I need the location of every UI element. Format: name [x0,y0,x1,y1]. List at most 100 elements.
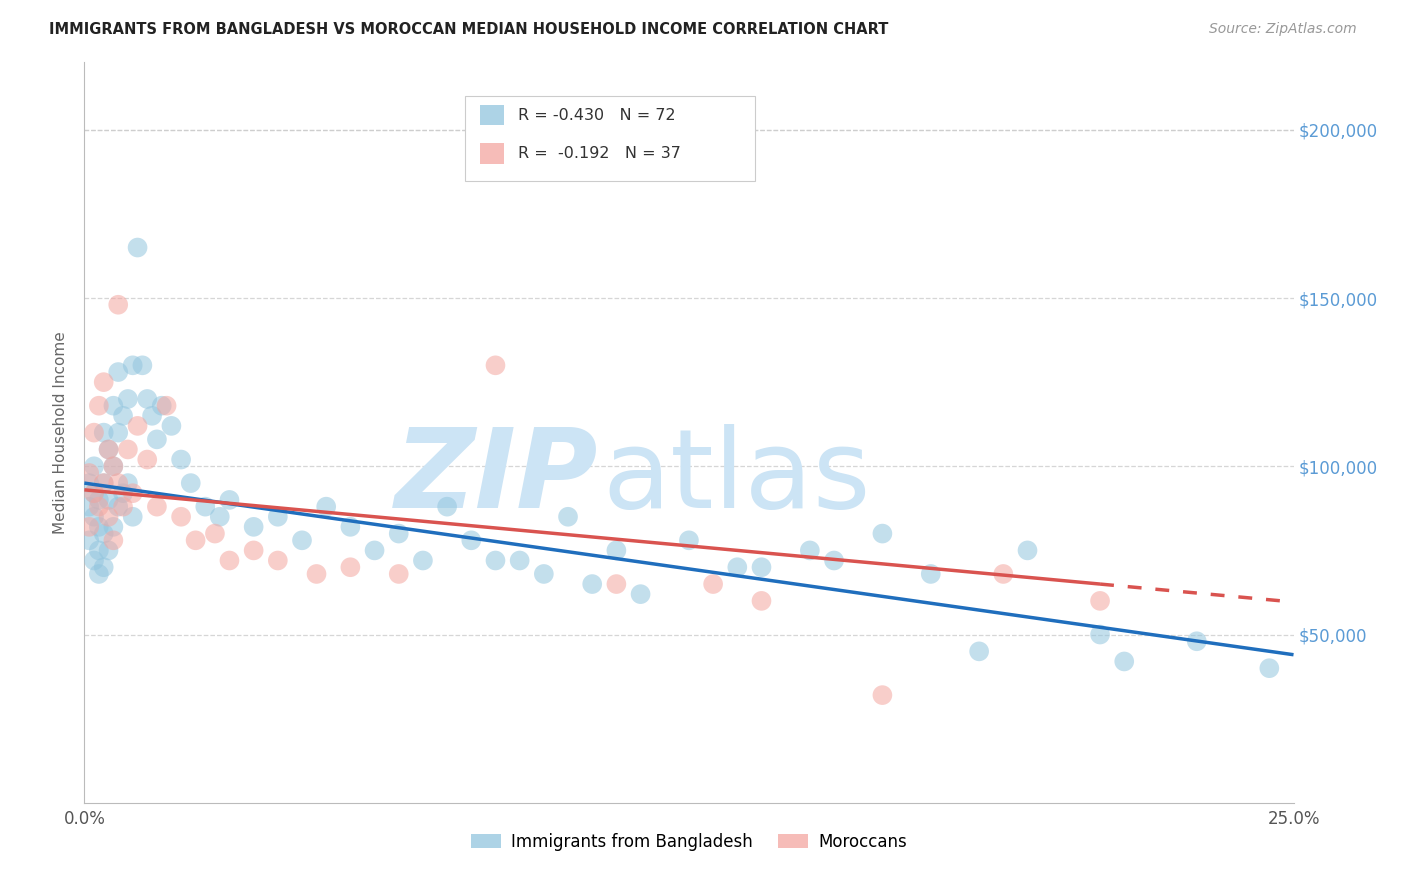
Point [1017,543,1039,558]
Point [83,509,105,524]
Point [1088,594,1111,608]
Point [291,533,314,548]
Point [388,566,411,581]
Point [993,566,1015,581]
FancyBboxPatch shape [479,143,503,164]
Point [412,553,434,567]
Point [103,459,125,474]
Point [87,500,110,514]
Point [339,560,361,574]
Point [872,688,894,702]
Point [484,553,506,567]
Point [127,418,149,433]
Point [920,566,942,581]
Point [204,526,226,541]
Point [127,240,149,255]
Point [117,392,139,406]
Point [112,409,135,423]
Point [83,486,105,500]
Point [460,533,482,548]
Point [136,392,159,406]
Point [170,509,193,524]
Point [267,509,290,524]
Point [103,399,125,413]
Point [117,442,139,457]
Point [150,399,173,413]
Point [1114,655,1136,669]
Point [436,500,458,514]
Point [823,553,845,567]
Point [93,560,115,574]
Point [131,359,153,373]
Point [1258,661,1281,675]
Point [751,594,773,608]
Point [77,466,100,480]
Point [107,298,129,312]
Point [184,533,207,548]
Point [77,520,100,534]
Point [208,509,231,524]
Point [146,433,169,447]
Point [93,375,115,389]
Point [305,566,328,581]
Point [121,486,143,500]
Text: ZIP: ZIP [395,424,599,531]
Point [967,644,990,658]
Point [87,520,110,534]
Point [103,520,125,534]
Point [194,500,217,514]
Point [180,476,202,491]
Point [141,409,163,423]
Point [97,509,120,524]
Point [87,566,110,581]
Point [242,543,264,558]
Point [93,476,115,491]
Point [77,533,100,548]
Point [87,399,110,413]
Point [581,577,603,591]
Point [678,533,700,548]
Point [242,520,264,534]
Point [339,520,361,534]
Text: atlas: atlas [602,424,870,531]
Point [112,486,135,500]
Legend: Immigrants from Bangladesh, Moroccans: Immigrants from Bangladesh, Moroccans [464,826,914,857]
Point [218,553,240,567]
Point [702,577,724,591]
Point [872,526,894,541]
Point [146,500,169,514]
Point [93,476,115,491]
Text: R =  -0.192   N = 37: R = -0.192 N = 37 [519,146,682,161]
Point [83,486,105,500]
Point [218,492,240,507]
Point [87,492,110,507]
Point [103,533,125,548]
Y-axis label: Median Household Income: Median Household Income [53,331,69,534]
Point [605,543,627,558]
Point [267,553,290,567]
Point [87,543,110,558]
Point [97,543,120,558]
Point [97,492,120,507]
Point [112,500,135,514]
Point [605,577,627,591]
FancyBboxPatch shape [479,104,503,126]
Point [630,587,652,601]
Point [93,425,115,440]
Point [751,560,773,574]
Point [1088,627,1111,641]
Point [725,560,748,574]
Point [77,500,100,514]
Text: Source: ZipAtlas.com: Source: ZipAtlas.com [1209,22,1357,37]
Point [103,459,125,474]
Point [107,500,129,514]
Point [484,359,506,373]
Point [509,553,531,567]
Point [93,526,115,541]
Point [363,543,385,558]
Point [315,500,337,514]
Point [107,425,129,440]
Point [77,476,100,491]
Point [121,359,143,373]
Point [160,418,183,433]
